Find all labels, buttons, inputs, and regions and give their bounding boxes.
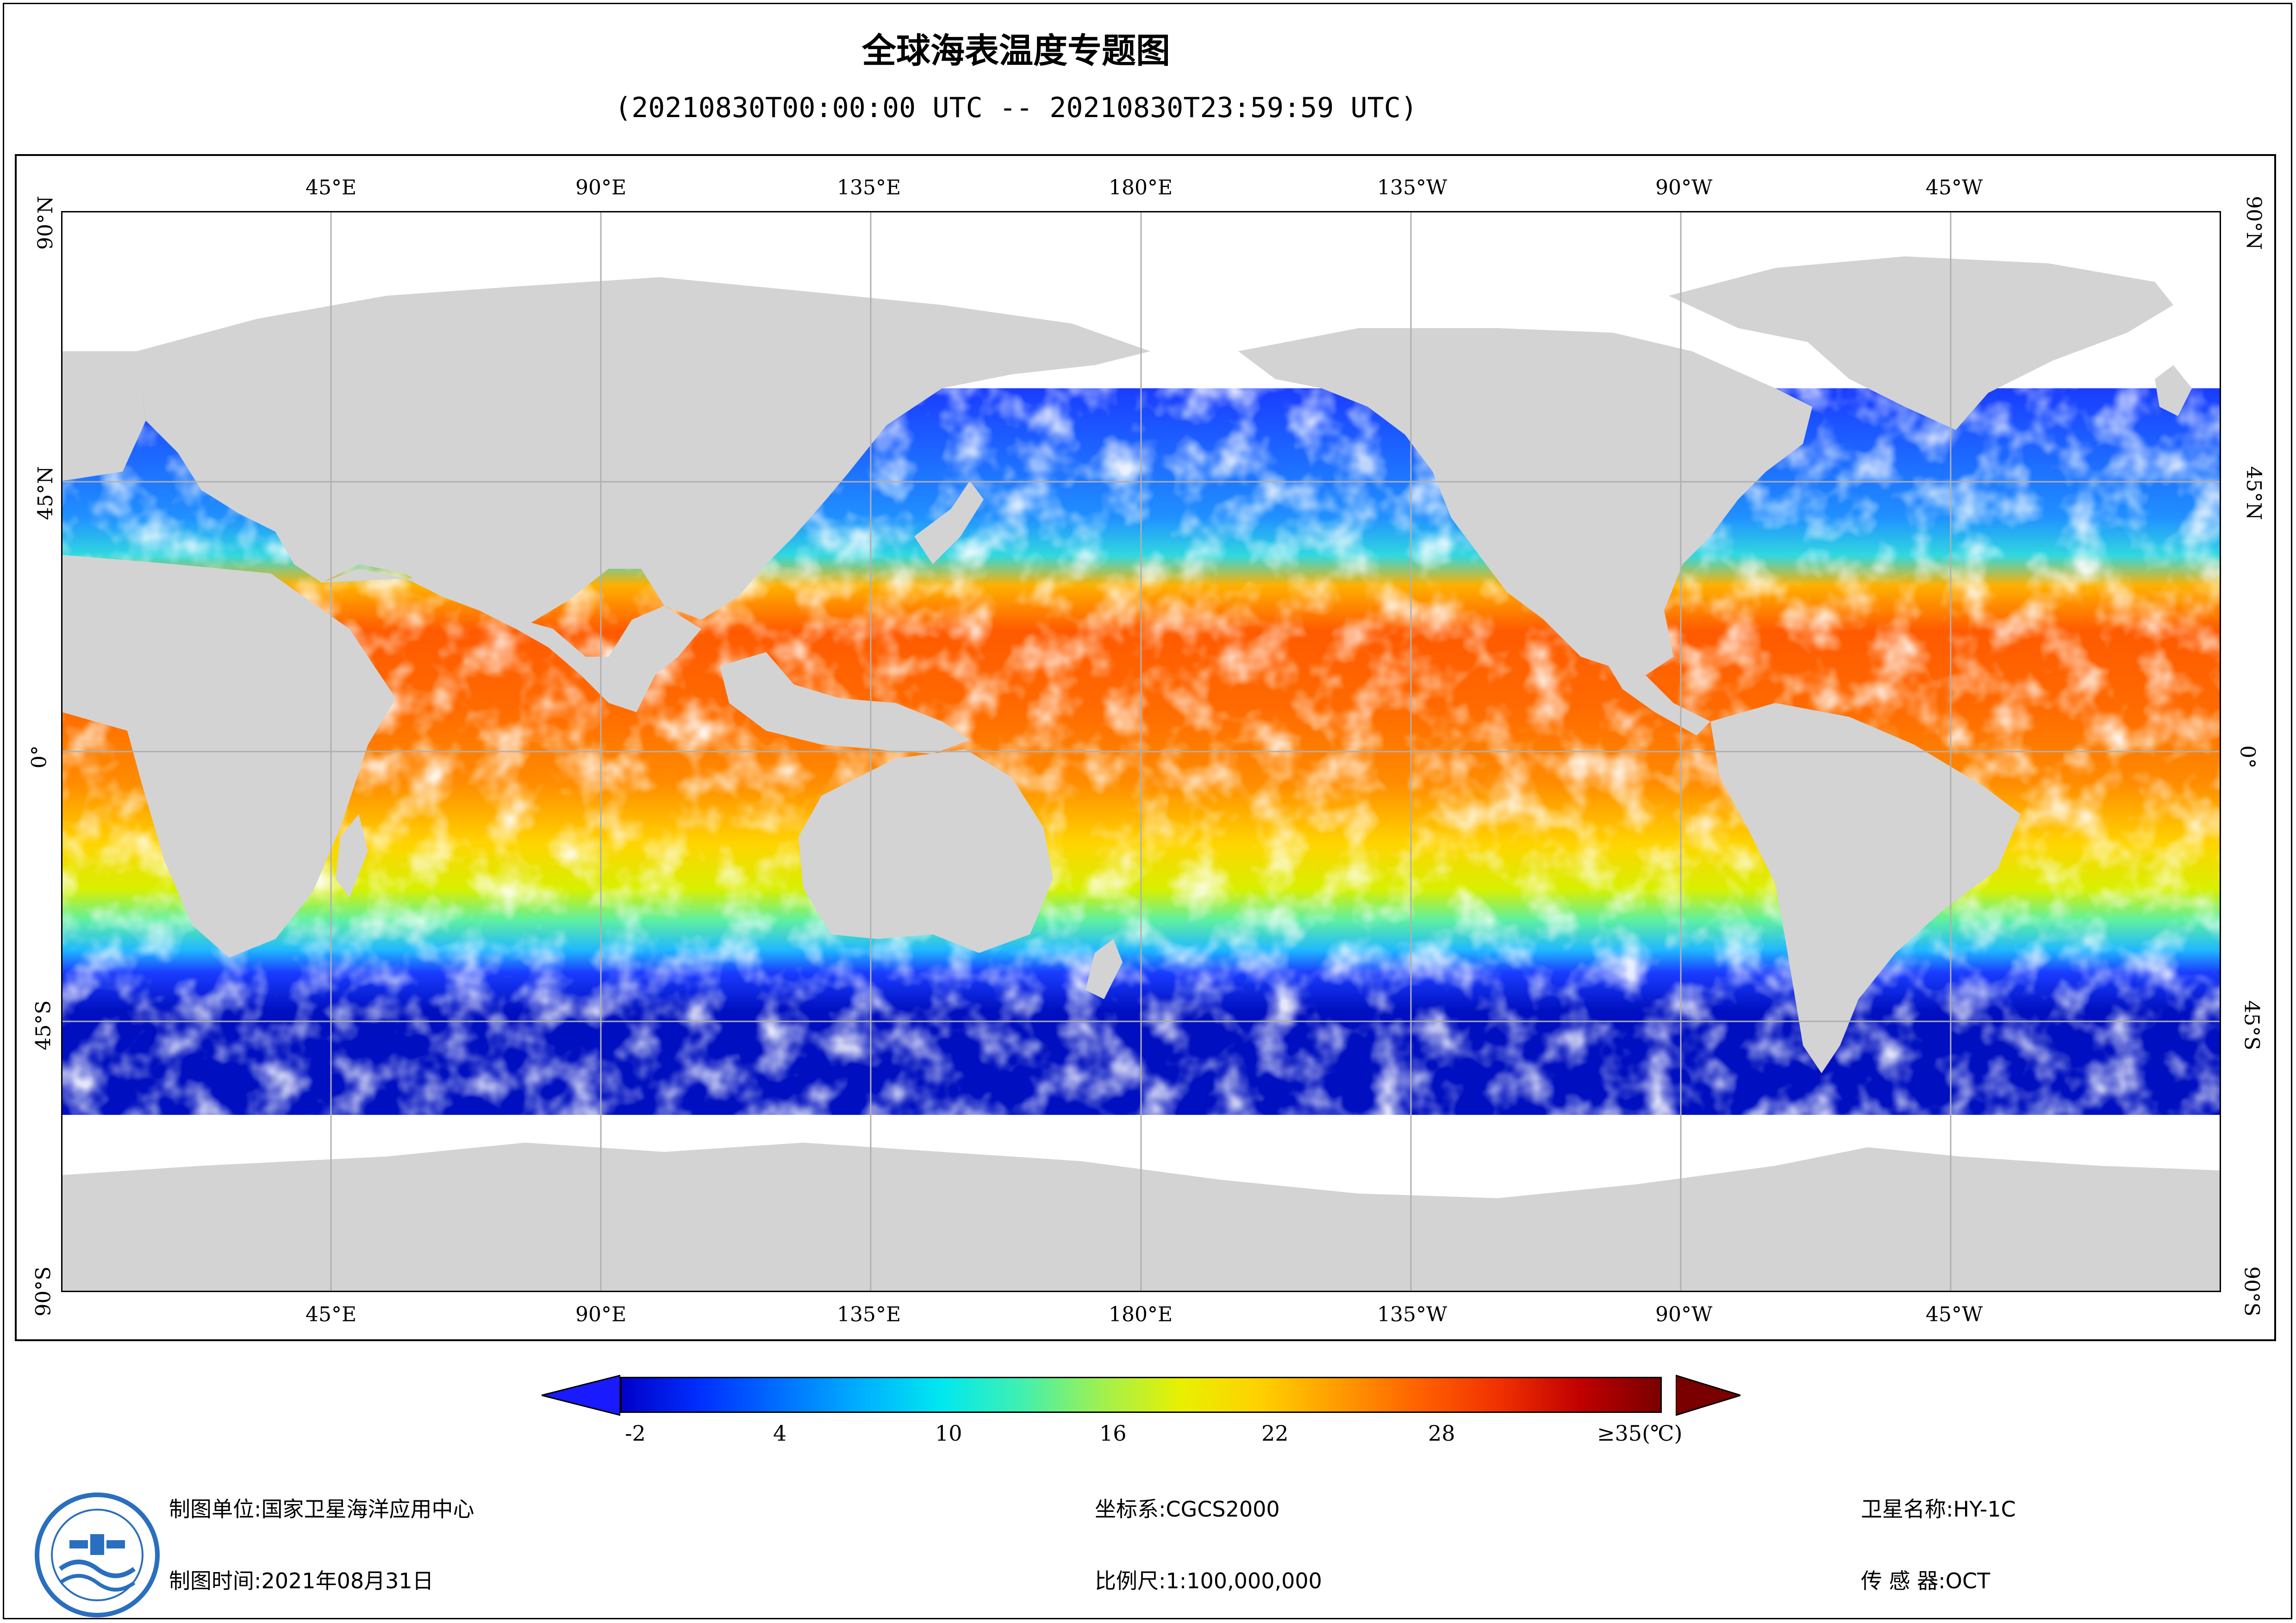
colorbar-label-22: 22 <box>1261 1421 1289 1446</box>
sst-map-canvas <box>62 212 2220 1291</box>
land-central-america <box>1609 666 1710 735</box>
top-tick-45e: 45°E <box>306 176 357 199</box>
land-north-america <box>1238 328 1812 675</box>
page-border <box>3 3 2292 1619</box>
map-frame <box>15 154 2276 1341</box>
colorbar-label-16: 16 <box>1099 1421 1127 1446</box>
map-scale: 比例尺:1:100,000,000 <box>1095 1568 1322 1593</box>
bottom-tick-135e: 135°E <box>837 1303 901 1326</box>
land-greenland <box>1669 256 2173 430</box>
land-indonesia <box>720 652 970 754</box>
right-tick-45s: 45°S <box>2240 1000 2264 1051</box>
bottom-tick-45e: 45°E <box>306 1303 357 1326</box>
bottom-tick-180e: 180°E <box>1109 1303 1173 1326</box>
right-tick-90n: 90°N <box>2241 196 2265 250</box>
colorbar-label-28: 28 <box>1428 1421 1455 1446</box>
mapping-time: 制图时间:2021年08月31日 <box>169 1568 434 1593</box>
colorbar-label-10: 10 <box>935 1421 962 1446</box>
right-tick-0: 0° <box>2235 745 2259 769</box>
bottom-tick-90e: 90°E <box>575 1303 627 1326</box>
land-australia <box>799 749 1053 953</box>
land-britain <box>2155 365 2192 416</box>
land-madagascar <box>336 814 368 897</box>
land-europe <box>62 351 146 481</box>
left-tick-90s: 90°S <box>31 1266 56 1317</box>
top-tick-135w: 135°W <box>1377 176 1447 199</box>
sst-map <box>61 211 2221 1292</box>
colorbar-label-neg2: -2 <box>625 1421 646 1446</box>
mapping-unit: 制图单位:国家卫星海洋应用中心 <box>169 1497 474 1522</box>
bottom-tick-135w: 135°W <box>1377 1303 1447 1326</box>
left-tick-0: 0° <box>27 745 51 769</box>
nsoas-logo-icon <box>35 1492 160 1617</box>
land-new-zealand <box>1086 939 1123 999</box>
colorbar-label-35: ≥35(℃) <box>1597 1421 1683 1446</box>
top-tick-135e: 135°E <box>837 176 901 199</box>
left-tick-45s: 45°S <box>31 1000 56 1051</box>
right-tick-45n: 45°N <box>2241 466 2265 520</box>
graticule <box>62 212 2220 1291</box>
top-tick-90e: 90°E <box>575 176 627 199</box>
colorbar <box>620 1377 1662 1413</box>
bottom-tick-90w: 90°W <box>1655 1303 1713 1326</box>
top-tick-45w: 45°W <box>1926 176 1983 199</box>
bottom-tick-45w: 45°W <box>1926 1303 1983 1326</box>
land-south-america <box>1710 703 2021 1073</box>
land-arabia-india <box>322 569 701 712</box>
sensor-name: 传 感 器:OCT <box>1861 1568 1990 1593</box>
left-tick-90n: 90°N <box>33 196 57 250</box>
colorbar-left-arrow <box>542 1374 620 1416</box>
colorbar-right-arrow <box>1676 1374 1741 1416</box>
land-africa <box>62 555 396 958</box>
land-japan <box>914 481 984 564</box>
map-title: 全球海表温度专题图 <box>862 31 1170 71</box>
map-subtitle: (20210830T00:00:00 UTC -- 20210830T23:59… <box>615 92 1417 124</box>
top-tick-90w: 90°W <box>1655 176 1713 199</box>
land-asia <box>137 277 1150 629</box>
top-tick-180e: 180°E <box>1109 176 1173 199</box>
coordinate-system: 坐标系:CGCS2000 <box>1095 1497 1280 1522</box>
colorbar-label-4: 4 <box>773 1421 787 1446</box>
left-tick-45n: 45°N <box>33 466 57 520</box>
satellite-name: 卫星名称:HY-1C <box>1861 1497 2016 1522</box>
right-tick-90s: 90°S <box>2240 1266 2264 1317</box>
